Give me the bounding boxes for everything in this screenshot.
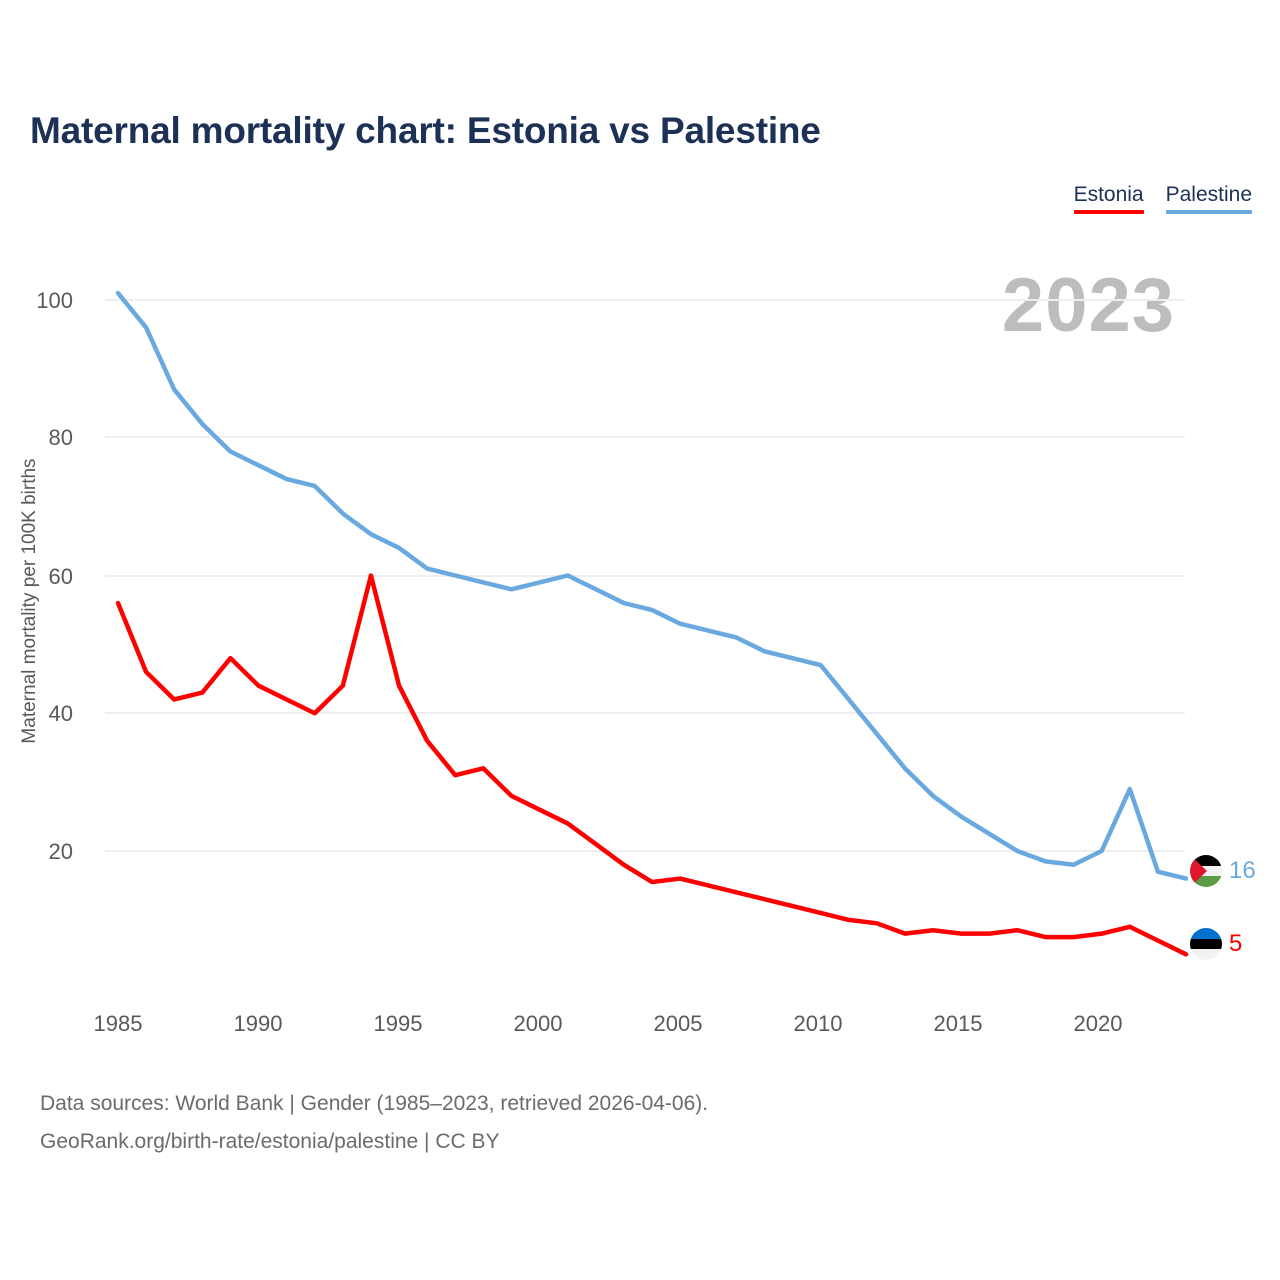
palestine-flag-icon bbox=[1190, 855, 1222, 887]
y-axis-title: Maternal mortality per 100K births bbox=[19, 458, 40, 744]
endpoint-palestine: 16 bbox=[1190, 855, 1256, 887]
endpoint-value-estonia: 5 bbox=[1229, 930, 1243, 957]
y-tick-80: 80 bbox=[48, 425, 73, 450]
page-title: Maternal mortality chart: Estonia vs Pal… bbox=[30, 110, 821, 151]
legend-swatch-palestine bbox=[1165, 210, 1252, 214]
estonia-flag-icon bbox=[1190, 928, 1222, 960]
y-tick-100: 100 bbox=[36, 288, 73, 313]
endpoint-estonia: 5 bbox=[1190, 928, 1242, 960]
gridlines bbox=[105, 299, 1185, 852]
endpoint-value-palestine: 16 bbox=[1229, 857, 1256, 884]
chart-legend: Estonia Palestine bbox=[1073, 183, 1252, 214]
legend-item-palestine[interactable]: Palestine bbox=[1165, 183, 1252, 214]
series-line-palestine bbox=[115, 290, 1189, 881]
series-line-estonia bbox=[115, 573, 1189, 957]
footer-attribution-line: GeoRank.org/birth-rate/estonia/palestine… bbox=[40, 1130, 500, 1153]
footer: Data sources: World Bank | Gender (1985–… bbox=[40, 1085, 708, 1161]
legend-swatch-estonia bbox=[1073, 210, 1144, 214]
x-tick-1990: 1990 bbox=[233, 1011, 283, 1036]
x-tick-1995: 1995 bbox=[373, 1011, 423, 1036]
y-tick-40: 40 bbox=[48, 701, 73, 726]
y-tick-60: 60 bbox=[48, 564, 73, 589]
x-tick-2000: 2000 bbox=[513, 1011, 563, 1036]
legend-item-estonia[interactable]: Estonia bbox=[1073, 183, 1144, 214]
x-tick-2005: 2005 bbox=[653, 1011, 703, 1036]
x-tick-2020: 2020 bbox=[1073, 1011, 1123, 1036]
year-watermark: 2023 bbox=[1001, 263, 1175, 348]
footer-sources-line: Data sources: World Bank | Gender (1985–… bbox=[40, 1092, 709, 1115]
legend-label-estonia: Estonia bbox=[1073, 183, 1144, 206]
x-tick-1985: 1985 bbox=[93, 1011, 143, 1036]
x-tick-2015: 2015 bbox=[933, 1011, 983, 1036]
legend-label-palestine: Palestine bbox=[1165, 183, 1252, 206]
x-tick-2010: 2010 bbox=[793, 1011, 843, 1036]
y-tick-20: 20 bbox=[48, 839, 73, 864]
